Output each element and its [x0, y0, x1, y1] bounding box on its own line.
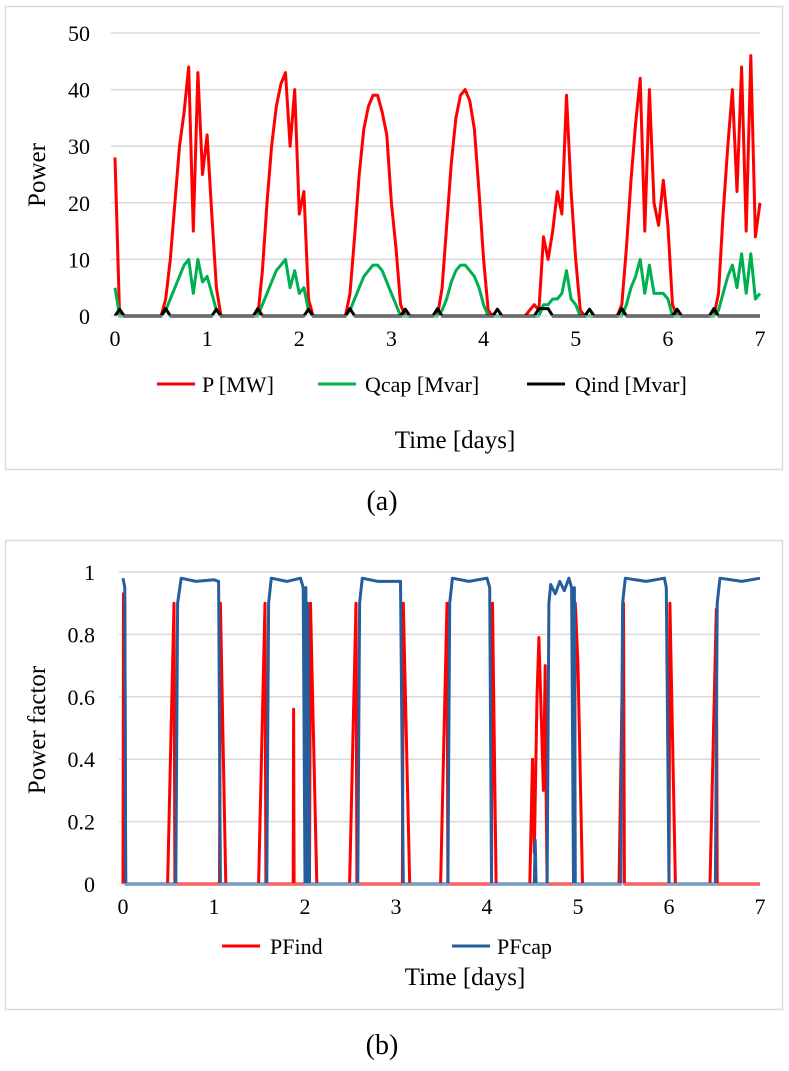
y-tick-label: 0.8 — [68, 622, 96, 647]
panel-b-chart: 0 0.2 0.4 0.6 0.8 1 0 1 2 3 4 5 6 7 PFind PFcap — [68, 560, 766, 959]
x-tick-label: 0 — [110, 326, 121, 351]
x-tick-label: 3 — [386, 326, 397, 351]
panel-a-chart: 0 10 20 30 40 50 0 1 2 3 4 5 6 7 P [MW] Qcap [Mvar] Qind… — [68, 21, 766, 397]
x-tick-label: 4 — [478, 326, 489, 351]
panel-a-xlabel: Time [days] — [395, 427, 516, 454]
panel-a-ylabel: Power — [24, 142, 51, 207]
x-tick-label: 7 — [755, 326, 766, 351]
y-tick-label: 50 — [68, 21, 90, 46]
y-tick-label: 0 — [79, 304, 90, 329]
x-tick-label: 6 — [664, 894, 675, 919]
x-tick-label: 5 — [573, 894, 584, 919]
panel-a-caption: (a) — [366, 486, 397, 517]
y-tick-label: 0.2 — [68, 810, 96, 835]
x-tick-label: 2 — [300, 894, 311, 919]
legend-label: Qind [Mvar] — [575, 372, 687, 397]
y-tick-label: 1 — [84, 560, 95, 585]
legend-label: P [MW] — [202, 372, 274, 397]
y-tick-label: 40 — [68, 78, 90, 103]
y-tick-label: 30 — [68, 134, 90, 159]
legend-label: Qcap [Mvar] — [365, 372, 479, 397]
x-tick-label: 0 — [118, 894, 129, 919]
panel-b-frame — [4, 539, 784, 1011]
panel-b-xlabel: Time [days] — [405, 964, 526, 991]
panel-b-ylabel: Power factor — [24, 665, 51, 794]
legend-label: PFind — [270, 934, 323, 959]
x-tick-label: 1 — [202, 326, 213, 351]
x-tick-label: 7 — [755, 894, 766, 919]
x-tick-label: 5 — [570, 326, 581, 351]
y-tick-label: 0 — [84, 872, 95, 897]
x-tick-label: 4 — [482, 894, 493, 919]
y-tick-label: 10 — [68, 247, 90, 272]
y-tick-label: 20 — [68, 191, 90, 216]
y-tick-label: 0.6 — [68, 685, 96, 710]
panel-b-caption: (b) — [366, 1030, 399, 1061]
x-tick-label: 1 — [209, 894, 220, 919]
y-tick-label: 0.4 — [68, 747, 96, 772]
x-tick-label: 6 — [662, 326, 673, 351]
x-tick-label: 3 — [391, 894, 402, 919]
x-tick-label: 2 — [294, 326, 305, 351]
legend-label: PFcap — [497, 934, 552, 959]
